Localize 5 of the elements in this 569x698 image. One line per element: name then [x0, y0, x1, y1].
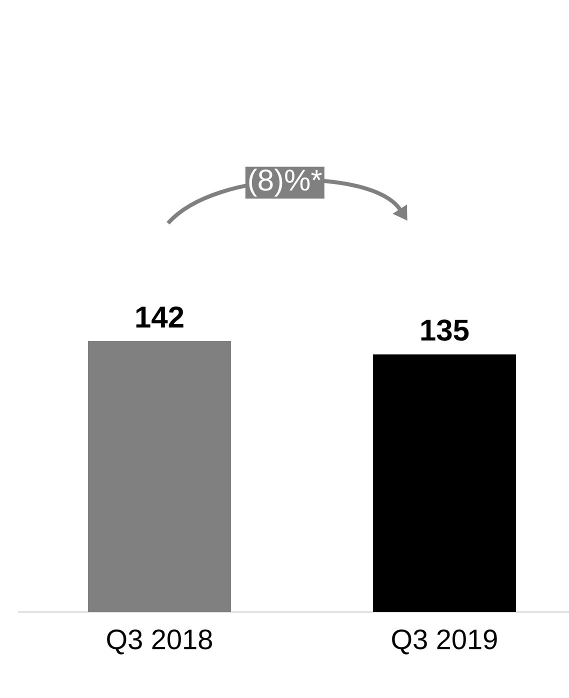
- data-label: 135: [421, 320, 469, 341]
- data-label: 142: [136, 306, 184, 328]
- text: (8)%*: [249, 168, 322, 197]
- x-tick-label: Q3 2019: [392, 630, 497, 654]
- x-tick-label: Q3 2018: [107, 630, 212, 654]
